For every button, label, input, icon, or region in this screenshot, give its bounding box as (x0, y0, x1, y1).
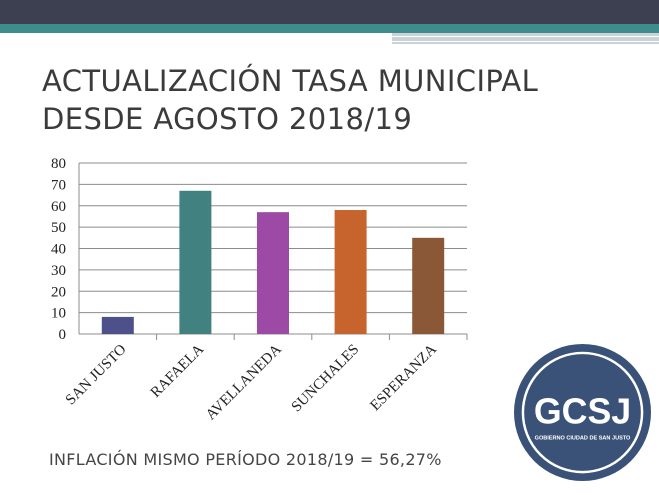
logo-initials: GCSJ (534, 391, 631, 431)
header-band-dark (0, 0, 659, 24)
header-band-grey (392, 33, 659, 41)
logo-inner-ring (521, 351, 644, 474)
slide-title-line1: ACTUALIZACIÓN TASA MUNICIPAL (42, 64, 539, 98)
header-band-grey-thin (392, 42, 659, 44)
x-tick-label: ESPERANZA (367, 341, 440, 414)
logo-outer-circle (513, 343, 652, 482)
y-tick-label: 20 (51, 284, 66, 300)
x-tick-label: SAN JUSTO (63, 341, 130, 408)
y-tick-label: 10 (51, 306, 66, 322)
x-tick-label: SUNCHALES (289, 342, 363, 416)
header-band-divider (392, 36, 659, 37)
x-tick-label: RAFAELA (148, 341, 208, 401)
bar-san-justo (101, 316, 134, 334)
y-tick-label: 80 (51, 156, 66, 172)
bar-esperanza (412, 237, 445, 334)
slide-title: ACTUALIZACIÓN TASA MUNICIPAL DESDE AGOST… (42, 62, 538, 138)
y-tick-label: 0 (59, 327, 67, 343)
y-tick-label: 50 (51, 220, 66, 236)
header-band-teal (0, 24, 659, 33)
logo-caption: GOBIERNO CIUDAD DE SAN JUSTO (535, 435, 631, 441)
y-tick-label: 30 (51, 263, 66, 279)
y-tick-label: 60 (51, 199, 66, 215)
bar-rafaela (179, 190, 212, 334)
bar-chart: 0 10 20 30 40 50 60 70 80 SAN JUSTO RAFAELAAVELLAN… (51, 156, 468, 423)
bar-avellaneda (257, 212, 289, 334)
gcsj-logo: GCSJ GOBIERNO CIUDAD DE SAN JUSTO (513, 343, 652, 482)
y-tick-label: 70 (51, 177, 66, 193)
y-tick-label: 40 (51, 242, 66, 258)
x-tick-label: AVELLANEDA (203, 341, 285, 423)
slide-title-line2: DESDE AGOSTO 2018/19 (42, 102, 413, 136)
bar-sunchales (334, 210, 367, 334)
inflation-note: INFLACIÓN MISMO PERÍODO 2018/19 = 56,27% (49, 450, 442, 469)
